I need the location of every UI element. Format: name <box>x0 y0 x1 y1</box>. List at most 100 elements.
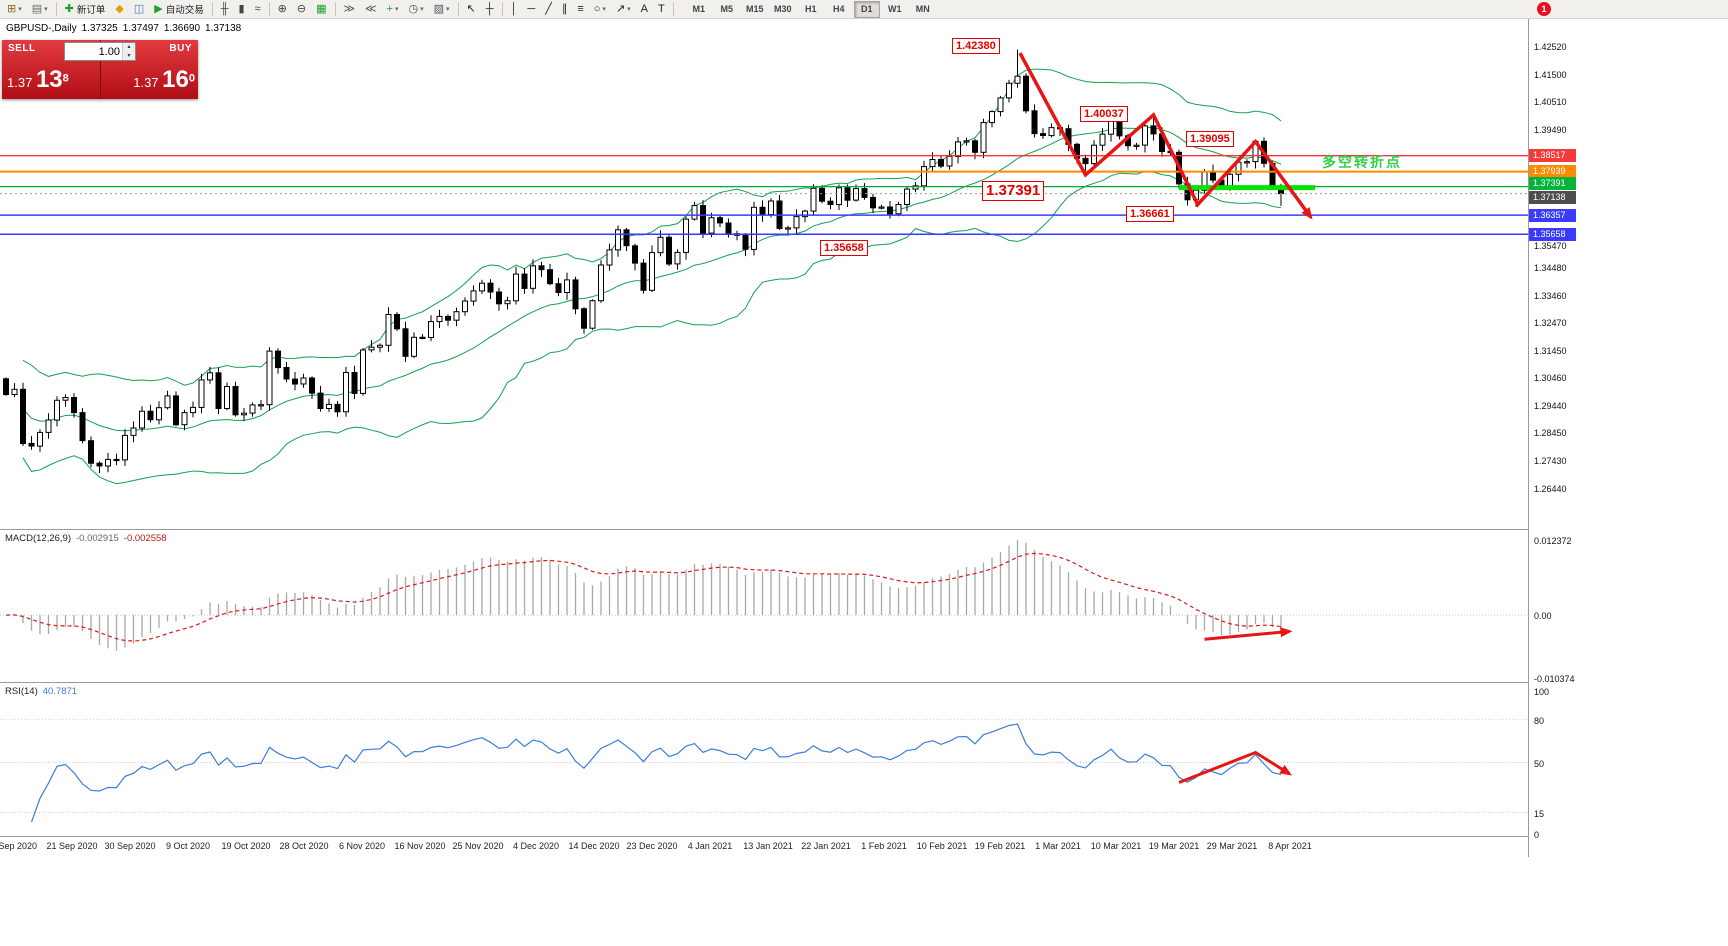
text-label-button[interactable]: T <box>654 0 669 18</box>
chart-shift-button[interactable]: ≪ <box>361 0 381 18</box>
terminal-icon: ◫ <box>133 3 145 15</box>
toolbar-separator <box>268 2 270 16</box>
auto-scroll-button[interactable]: ≫ <box>340 0 360 18</box>
new-order-button[interactable]: ✚ 新订单 <box>61 0 110 18</box>
timeframe-w1[interactable]: W1 <box>888 3 902 14</box>
tile-windows-button[interactable]: ▦ <box>312 0 330 18</box>
line-chart-button[interactable]: ≈ <box>251 0 265 18</box>
main-toolbar: ⊞ ▾ ▤ ▾ ✚ 新订单 ◆ ◫ ▶ 自动交易 ╫ ▮ ≈ ⊕ ⊖ ▦ ≫ ≪ + ▾ ◷ ▾ ▨ ▾ ↖ ┼ │ ─ ╱ ∥ ≡ ○ ▾ ↗ ▾… <box>0 0 1728 19</box>
candlestick-chart-button[interactable]: ▮ <box>235 0 249 18</box>
price-tag[interactable]: 1.37138 <box>1529 191 1576 204</box>
ohlc-low: 1.36690 <box>163 23 201 34</box>
price-tag[interactable]: 1.37391 <box>1529 177 1576 190</box>
zoom-out-button[interactable]: ⊖ <box>293 0 310 18</box>
price-tag[interactable]: 1.37939 <box>1529 165 1576 178</box>
price-annotation[interactable]: 1.39095 <box>1186 131 1234 147</box>
new-chart-button[interactable]: ⊞ ▾ <box>3 0 26 18</box>
volume-up-button[interactable]: ▴ <box>127 44 131 50</box>
date-label: 14 Dec 2020 <box>568 841 620 851</box>
trendline-button[interactable]: ╱ <box>541 0 556 18</box>
panel-separator <box>0 836 1578 837</box>
volume-down-button[interactable]: ▾ <box>127 52 131 59</box>
templates-button[interactable]: ▨ ▾ <box>430 0 454 18</box>
autotrading-icon: ▶ <box>154 3 163 15</box>
callout-text[interactable]: 多空转折点 <box>1322 154 1402 170</box>
price-tag[interactable]: 1.36357 <box>1529 209 1576 222</box>
macd-signal-value: -0.002558 <box>123 533 167 544</box>
toolbar-separator <box>334 2 336 16</box>
timeframe-mn[interactable]: MN <box>915 3 930 14</box>
metaeditor-button[interactable]: ◆ <box>111 0 127 18</box>
buy-label: BUY <box>169 43 192 54</box>
indicators-button[interactable]: + ▾ <box>383 0 403 18</box>
price-annotation[interactable]: 1.36661 <box>1126 206 1174 222</box>
cursor-icon: ↖ <box>466 3 476 15</box>
shapes-button[interactable]: ○ ▾ <box>590 0 610 18</box>
timeframe-h1[interactable]: H1 <box>804 3 817 14</box>
price-tag[interactable]: 1.38517 <box>1529 149 1576 162</box>
shapes-icon: ○ <box>593 3 601 15</box>
zoom-in-icon: ⊕ <box>277 3 287 15</box>
timeframe-m5[interactable]: M5 <box>720 3 733 14</box>
date-label: 29 Mar 2021 <box>1206 841 1258 851</box>
vertical-line-button[interactable]: │ <box>507 0 522 18</box>
main-chart-canvas[interactable] <box>0 19 1528 529</box>
date-label: 16 Nov 2020 <box>394 841 446 851</box>
crosshair-button[interactable]: ┼ <box>482 0 498 18</box>
macd-axis-label: 0.012372 <box>1534 536 1572 546</box>
rsi-chart-canvas[interactable] <box>0 683 1528 835</box>
volume-input[interactable] <box>65 43 122 60</box>
text-label-icon: T <box>658 3 665 15</box>
profiles-button[interactable]: ▤ ▾ <box>28 0 52 18</box>
timeframe-m30[interactable]: M30 <box>773 3 792 14</box>
equidistant-channel-button[interactable]: ∥ <box>558 0 572 18</box>
cursor-button[interactable]: ↖ <box>463 0 480 18</box>
arrows-caret-icon: ▾ <box>627 6 631 13</box>
price-annotation[interactable]: 1.37391 <box>982 181 1045 201</box>
date-label: 10 Mar 2021 <box>1090 841 1142 851</box>
periods-button[interactable]: ◷ ▾ <box>404 0 427 18</box>
timeframe-d1[interactable]: D1 <box>853 0 880 18</box>
timeframe-h4[interactable]: H4 <box>832 3 845 14</box>
panel-separator[interactable] <box>0 529 1578 530</box>
price-annotation[interactable]: 1.35658 <box>820 240 868 256</box>
rsi-axis-label: 100 <box>1534 687 1550 697</box>
equidistant-channel-icon: ∥ <box>561 3 568 15</box>
bar-chart-button[interactable]: ╫ <box>217 0 233 18</box>
timeframe-m15[interactable]: M15 <box>745 3 764 14</box>
time-axis[interactable]: 1 Sep 2020 21 Sep 2020 30 Sep 2020 9 Oct 20… <box>0 837 1578 857</box>
price-annotation[interactable]: 1.40037 <box>1080 106 1128 122</box>
price-axis-label: 1.33460 <box>1534 291 1567 301</box>
buy-price: 1.37 160 <box>133 66 195 93</box>
trendline-icon: ╱ <box>545 3 552 15</box>
zoom-in-button[interactable]: ⊕ <box>274 0 291 18</box>
price-axis-label: 1.29440 <box>1534 401 1567 411</box>
periods-caret-icon: ▾ <box>420 6 424 13</box>
price-tag[interactable]: 1.35658 <box>1529 228 1576 241</box>
date-label: 4 Jan 2021 <box>687 841 733 851</box>
price-axis-label: 1.31450 <box>1534 346 1567 356</box>
date-label: 21 Sep 2020 <box>46 841 98 851</box>
date-label: 23 Dec 2020 <box>626 841 678 851</box>
price-axis-label: 1.28450 <box>1534 428 1567 438</box>
crosshair-icon: ┼ <box>485 3 494 15</box>
terminal-button[interactable]: ◫ <box>130 0 148 18</box>
macd-name: MACD(12,26,9) <box>5 533 71 544</box>
new-chart-icon: ⊞ <box>7 3 17 15</box>
autotrading-button[interactable]: ▶ 自动交易 <box>150 0 207 18</box>
rsi-name: RSI(14) <box>5 686 38 697</box>
price-axis[interactable]: 1.42520 1.41500 1.40510 1.39490 1.35470 1.344… <box>1529 19 1578 840</box>
text-button[interactable]: A <box>637 0 652 18</box>
ohlc-high: 1.37497 <box>122 23 159 34</box>
timeframe-m1[interactable]: M1 <box>692 3 705 14</box>
notification-badge[interactable]: 1 <box>1537 2 1551 16</box>
fibonacci-button[interactable]: ≡ <box>573 0 587 18</box>
periods-icon: ◷ <box>408 3 419 15</box>
price-annotation[interactable]: 1.42380 <box>952 38 1000 54</box>
arrows-button[interactable]: ↗ ▾ <box>612 0 635 18</box>
new-chart-caret-icon: ▾ <box>18 6 22 13</box>
macd-chart-canvas[interactable] <box>0 530 1528 682</box>
horizontal-line-button[interactable]: ─ <box>523 0 539 18</box>
new-order-label: 新订单 <box>76 5 106 16</box>
panel-separator[interactable] <box>0 682 1578 683</box>
